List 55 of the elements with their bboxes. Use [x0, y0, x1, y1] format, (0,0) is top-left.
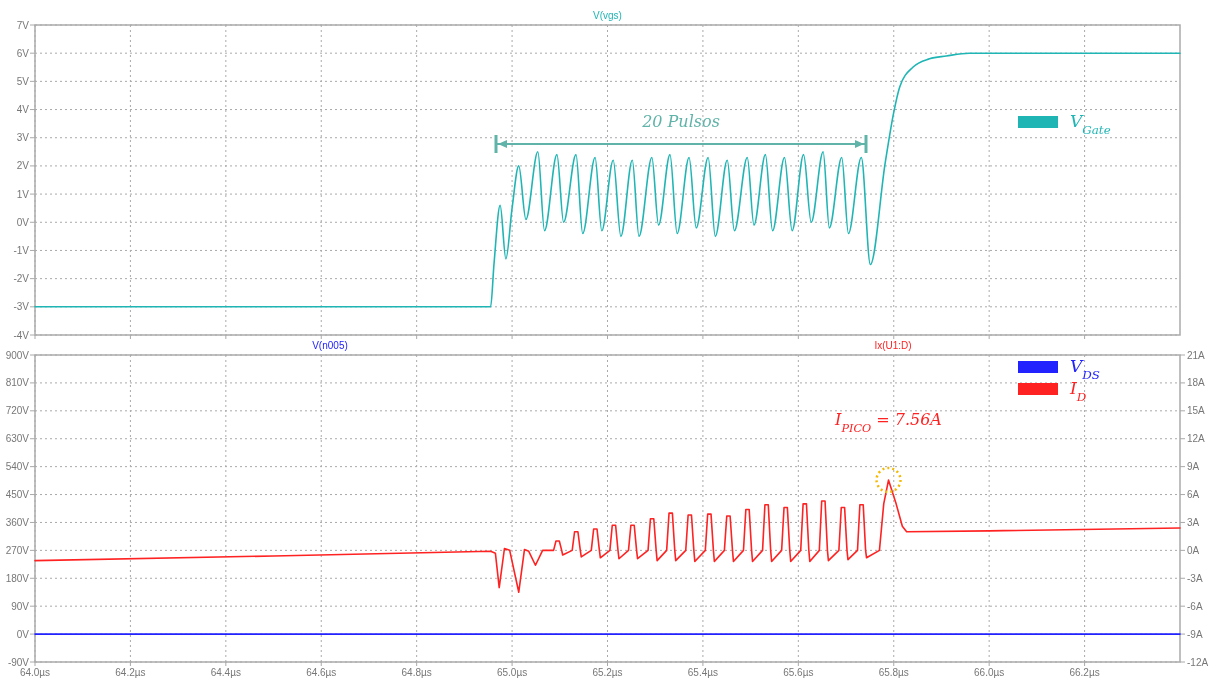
y2-tick-label: -6A: [1187, 600, 1203, 612]
x-tick-label: 64.0µs: [19, 667, 51, 678]
annotation: 20 Pulsos: [641, 112, 720, 131]
line-series: [34, 52, 1181, 308]
y2-tick-label: 15A: [1187, 405, 1206, 417]
y-tick-label: 1V: [16, 188, 30, 200]
x-tick-label: 64.8µs: [401, 667, 432, 678]
x-tick-label: 65.0µs: [496, 667, 528, 678]
x-tick-label: 65.4µs: [687, 667, 719, 678]
annotation: I$_{PICO}$ = 7.56A: [834, 409, 942, 435]
y-tick-label: 6V: [16, 47, 30, 59]
y-tick-label: 3V: [16, 132, 30, 144]
y-tick-label: 0V: [16, 628, 30, 640]
y-tick-label: 450V: [5, 489, 30, 501]
y-tick-label: 540V: [5, 461, 30, 473]
y2-axis-title: Ix(U1:D): [874, 340, 912, 351]
y-tick-label: 630V: [5, 433, 30, 445]
y-tick-label: 360V: [5, 516, 30, 528]
y2-tick-label: 21A: [1187, 349, 1206, 361]
chart-title: V(vgs): [593, 10, 622, 21]
x-tick-label: 64.4µs: [210, 667, 241, 678]
y-tick-label: 90V: [11, 600, 30, 612]
y2-tick-label: -3A: [1187, 572, 1203, 584]
y2-tick-label: -9A: [1187, 628, 1203, 640]
y-axis-title: V(n005): [312, 340, 348, 351]
x-tick-label: 66.2µs: [1069, 667, 1100, 678]
y2-tick-label: -12A: [1187, 656, 1209, 668]
x-tick-label: 66.0µs: [974, 667, 1005, 678]
y-tick-label: 2V: [16, 160, 30, 172]
y-tick-label: -3V: [13, 301, 30, 313]
y2-tick-label: 9A: [1187, 461, 1200, 473]
x-tick-label: 64.2µs: [115, 667, 146, 678]
y2-tick-label: 0A: [1187, 544, 1200, 556]
y-tick-label: -90V: [7, 656, 30, 668]
x-tick-label: 65.6µs: [783, 667, 814, 678]
y-tick-label: -2V: [13, 273, 30, 285]
x-tick-label: 65.2µs: [592, 667, 623, 678]
y-tick-label: 4V: [16, 104, 30, 116]
y2-tick-label: 3A: [1187, 516, 1200, 528]
y2-tick-label: 6A: [1187, 489, 1200, 501]
y-tick-label: 810V: [5, 377, 30, 389]
y2-tick-label: 12A: [1187, 433, 1206, 445]
y-tick-label: 5V: [16, 75, 30, 87]
y-tick-label: -4V: [13, 329, 30, 341]
y-tick-label: 900V: [5, 349, 30, 361]
x-tick-label: 64.6µs: [306, 667, 337, 678]
y-tick-label: -1V: [13, 244, 30, 256]
y2-tick-label: 18A: [1187, 377, 1206, 389]
y-tick-label: 720V: [5, 405, 30, 417]
y-tick-label: 0V: [16, 216, 30, 228]
y-tick-label: 7V: [16, 19, 30, 31]
x-tick-label: 65.8µs: [878, 667, 909, 678]
y-tick-label: 180V: [5, 572, 30, 584]
y-tick-label: 270V: [5, 544, 30, 556]
legend-label: V$_{Gate}$: [1070, 111, 1111, 137]
